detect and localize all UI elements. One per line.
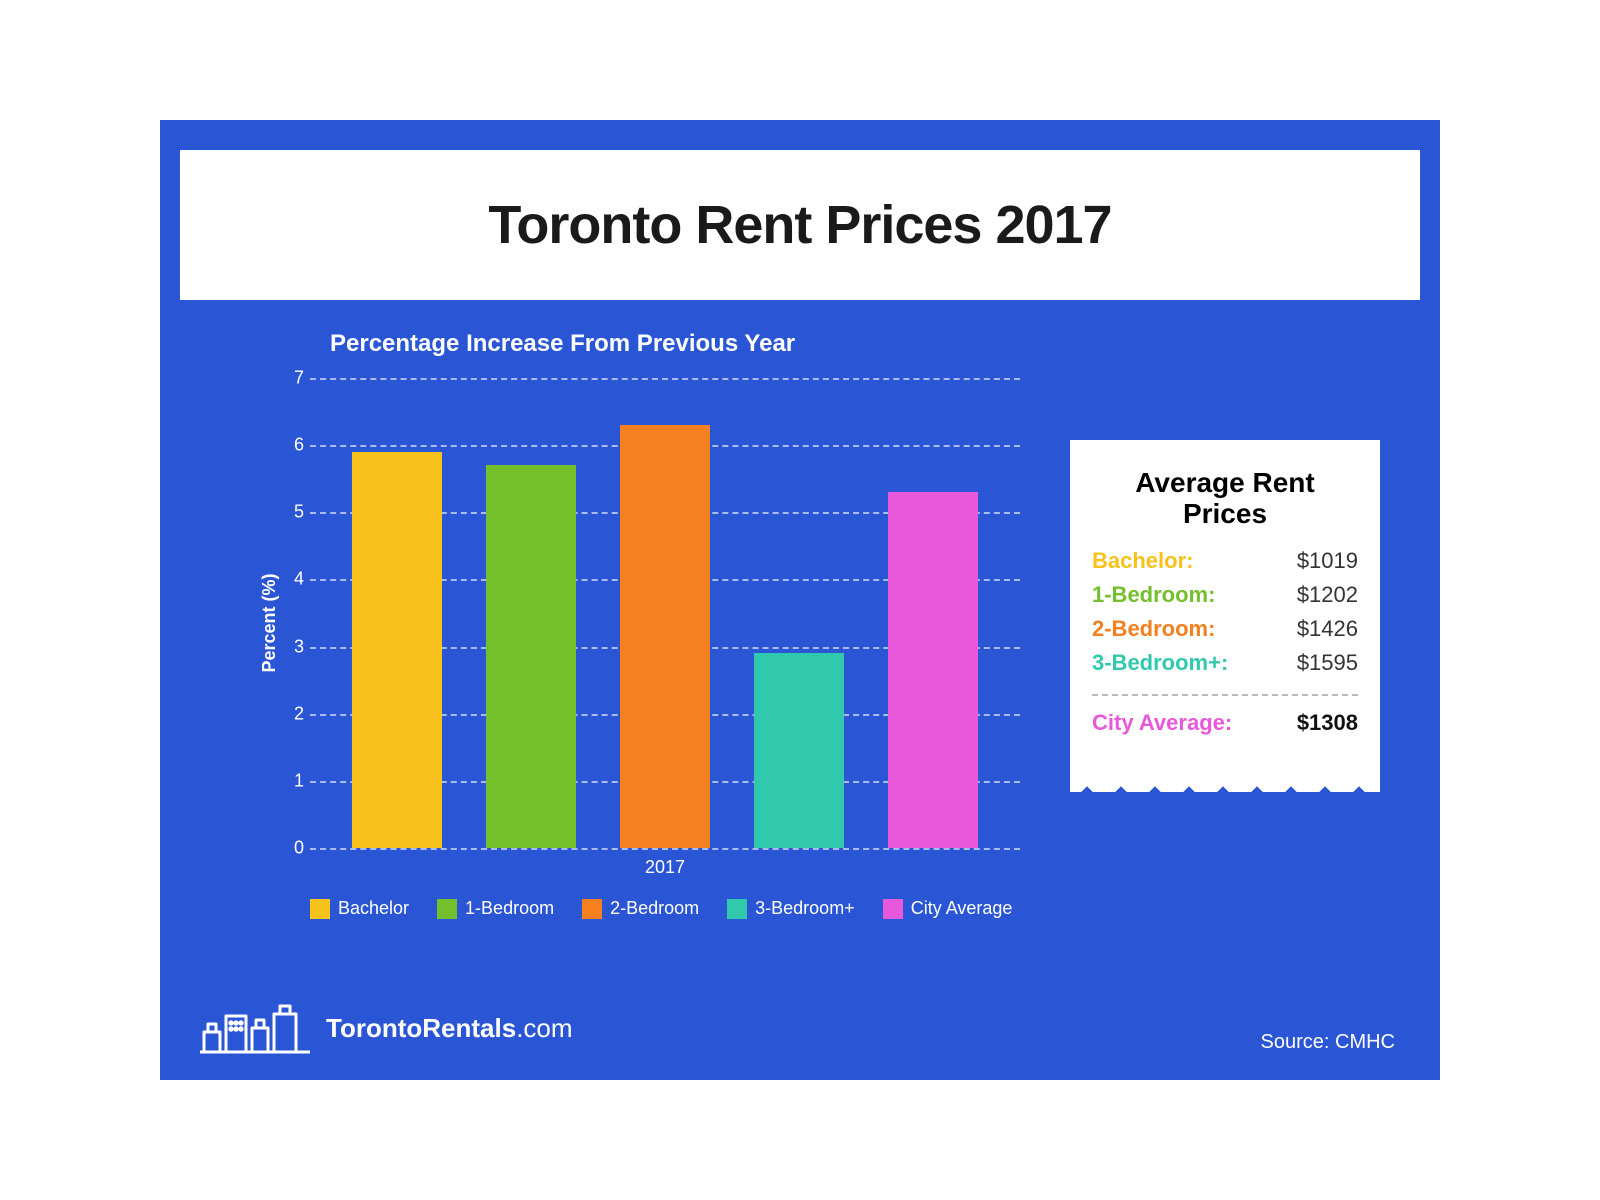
chart-bars	[310, 378, 1020, 848]
brand-text: TorontoRentals.com	[326, 1013, 573, 1044]
price-row: 1-Bedroom: $1202	[1092, 582, 1358, 608]
legend-item: City Average	[883, 898, 1013, 919]
gridline	[310, 848, 1020, 850]
bar-city-average	[888, 492, 978, 848]
y-tick: 2	[280, 703, 304, 724]
chart-plot: Percent (%) 2017 01234567	[280, 378, 1020, 868]
city-average-value: $1308	[1297, 710, 1358, 736]
legend-swatch	[582, 899, 602, 919]
price-label: 3-Bedroom+:	[1092, 650, 1228, 676]
prices-title: Average Rent Prices	[1092, 468, 1358, 530]
price-value: $1202	[1297, 582, 1358, 608]
price-label: 1-Bedroom:	[1092, 582, 1215, 608]
legend-item: 2-Bedroom	[582, 898, 699, 919]
y-tick: 4	[280, 569, 304, 590]
legend-item: Bachelor	[310, 898, 409, 919]
page-title: Toronto Rent Prices 2017	[488, 194, 1111, 256]
legend-label: 3-Bedroom+	[755, 898, 855, 919]
bar-bachelor	[352, 452, 442, 848]
y-tick: 1	[280, 770, 304, 791]
source-text: Source: CMHC	[1261, 1031, 1395, 1054]
price-label: Bachelor:	[1092, 548, 1193, 574]
legend-swatch	[437, 899, 457, 919]
city-average-row: City Average: $1308	[1092, 710, 1358, 736]
chart-title: Percentage Increase From Previous Year	[330, 330, 1030, 358]
price-label: 2-Bedroom:	[1092, 616, 1215, 642]
footer: TorontoRentals.com Source: CMHC	[200, 1002, 1395, 1054]
legend-swatch	[310, 899, 330, 919]
bar-2-bedroom	[620, 425, 710, 848]
title-box: Toronto Rent Prices 2017	[180, 150, 1420, 300]
price-row: 2-Bedroom: $1426	[1092, 616, 1358, 642]
y-tick: 3	[280, 636, 304, 657]
y-axis-label: Percent (%)	[259, 573, 280, 672]
price-value: $1426	[1297, 616, 1358, 642]
y-tick: 0	[280, 838, 304, 859]
buildings-icon	[200, 1002, 310, 1054]
bar-1-bedroom	[486, 465, 576, 848]
legend-label: Bachelor	[338, 898, 409, 919]
y-tick: 7	[280, 368, 304, 389]
price-rows: Bachelor: $1019 1-Bedroom: $1202 2-Bedroom: $…	[1092, 548, 1358, 676]
y-tick: 6	[280, 435, 304, 456]
separator	[1092, 694, 1358, 696]
brand: TorontoRentals.com	[200, 1002, 573, 1054]
price-value: $1019	[1297, 548, 1358, 574]
chart-legend: Bachelor 1-Bedroom 2-Bedroom 3-Bedroom+ City…	[310, 898, 1030, 919]
bar-3-bedroom-	[754, 653, 844, 848]
legend-label: 2-Bedroom	[610, 898, 699, 919]
infographic-card: Toronto Rent Prices 2017 Percentage Incr…	[160, 120, 1440, 1080]
x-axis-label: 2017	[310, 857, 1020, 878]
city-average-label: City Average:	[1092, 710, 1232, 736]
legend-swatch	[883, 899, 903, 919]
legend-label: City Average	[911, 898, 1013, 919]
legend-item: 1-Bedroom	[437, 898, 554, 919]
chart-area: Percentage Increase From Previous Year P…	[200, 330, 1030, 970]
price-row: Bachelor: $1019	[1092, 548, 1358, 574]
legend-swatch	[727, 899, 747, 919]
legend-label: 1-Bedroom	[465, 898, 554, 919]
legend-item: 3-Bedroom+	[727, 898, 855, 919]
y-tick: 5	[280, 502, 304, 523]
price-value: $1595	[1297, 650, 1358, 676]
price-row: 3-Bedroom+: $1595	[1092, 650, 1358, 676]
prices-box: Average Rent Prices Bachelor: $1019 1-Bedr…	[1070, 440, 1380, 768]
